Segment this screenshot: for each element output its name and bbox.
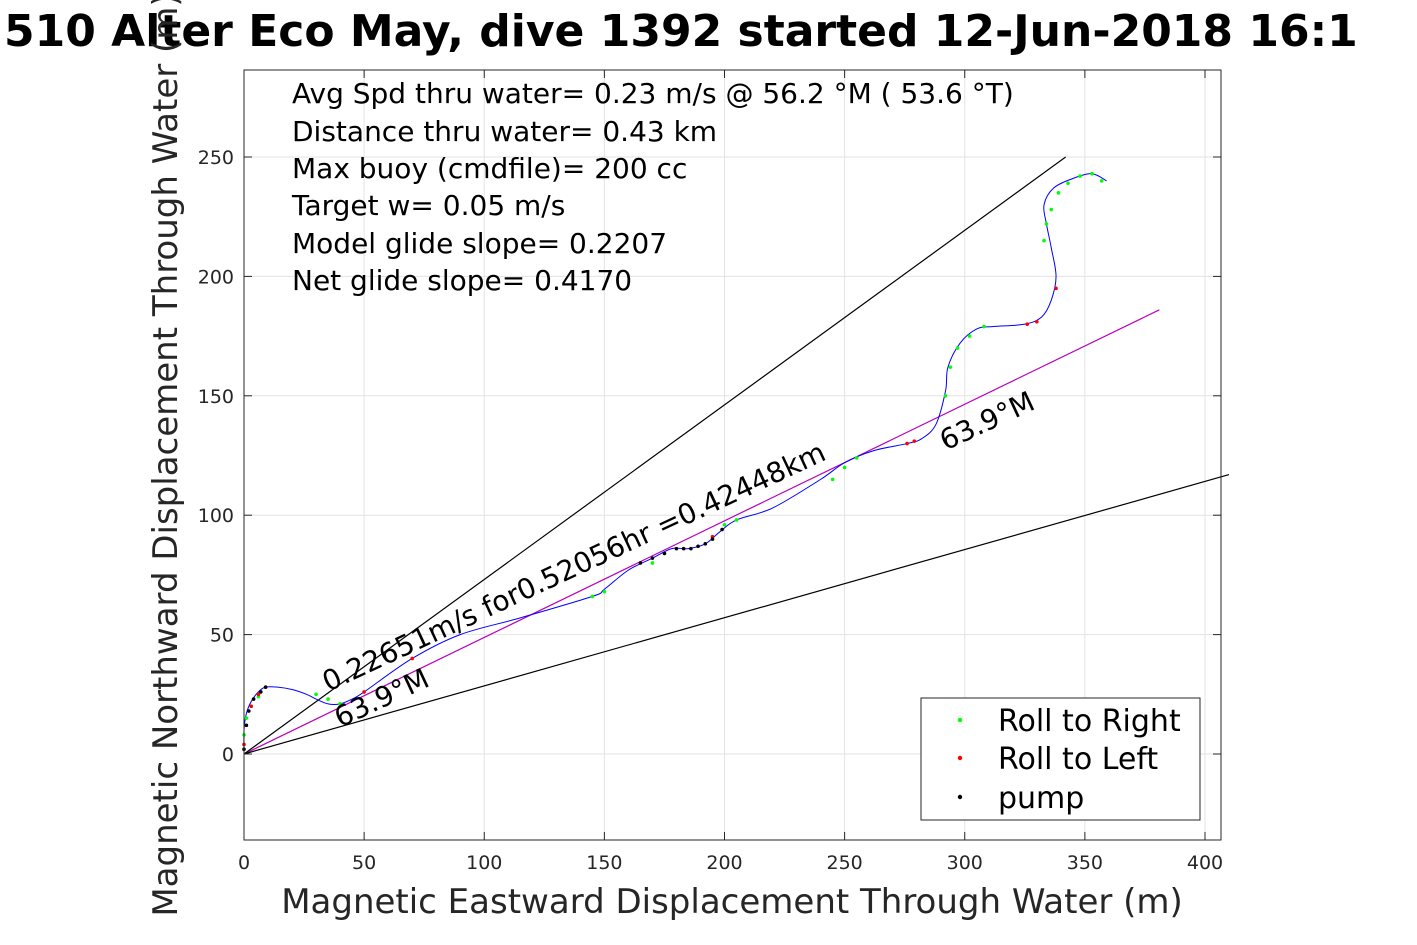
track-series (243, 173, 1107, 755)
marker-roll-to-left (1054, 286, 1058, 291)
marker-roll-to-right (1090, 171, 1094, 176)
info-box: Avg Spd thru water= 0.23 m/s @ 56.2 °M (… (291, 77, 1014, 297)
marker-pump (662, 551, 667, 556)
marker-series (242, 171, 1104, 752)
legend-label-roll-left: Roll to Left (998, 742, 1158, 777)
info-line-target-w: Target w= 0.05 m/s (291, 189, 565, 222)
legend: Roll to Right Roll to Left pump (920, 697, 1201, 821)
legend-marker-roll-right (957, 717, 963, 723)
marker-roll-to-left (1025, 322, 1030, 326)
x-tick-label: 350 (1067, 852, 1103, 874)
marker-roll-to-right (722, 522, 727, 527)
marker-pump (251, 697, 256, 701)
marker-roll-to-right (1042, 238, 1046, 243)
marker-pump (247, 709, 251, 713)
marker-roll-to-right (338, 702, 342, 706)
reference-lines (243, 156, 1230, 755)
line-lower-bound (243, 474, 1230, 755)
marker-pump (710, 537, 715, 541)
marker-roll-to-left (1035, 319, 1039, 324)
marker-roll-to-left (410, 656, 414, 661)
info-line-model-slope: Model glide slope= 0.2207 (292, 227, 667, 260)
marker-roll-to-right (1044, 222, 1049, 226)
plot-frame (243, 69, 1222, 841)
marker-roll-to-right (314, 692, 318, 697)
marker-pump (689, 546, 693, 551)
y-tick-label: 100 (198, 505, 234, 527)
x-tick-label: 50 (352, 852, 376, 874)
legend-label-pump: pump (998, 781, 1084, 816)
ticks: 0 50 100 150 200 250 300 350 400 0 50 100 150 200 250 (198, 70, 1223, 874)
marker-roll-to-right (244, 716, 249, 720)
chart-title: 510 Alter Eco May, dive 1392 started 12-… (4, 6, 1358, 57)
marker-roll-to-left (256, 692, 261, 697)
marker-pump (674, 546, 679, 551)
x-tick-label: 300 (947, 852, 983, 874)
x-tick-label: 400 (1187, 852, 1223, 874)
x-tick-label: 150 (586, 852, 622, 874)
marker-roll-to-right (830, 477, 835, 482)
marker-pump (703, 542, 708, 546)
marker-pump (638, 561, 643, 565)
legend-box (920, 697, 1201, 821)
marker-pump (650, 556, 655, 560)
x-tick-label: 250 (826, 852, 862, 874)
marker-roll-to-right (650, 561, 655, 565)
y-axis-label: Magnetic Northward Displacement Through … (146, 0, 186, 917)
y-tick-label: 250 (198, 147, 234, 169)
marker-roll-to-right (955, 346, 960, 350)
marker-pump (696, 544, 700, 549)
marker-roll-to-right (602, 589, 607, 594)
info-line-net-slope: Net glide slope= 0.4170 (292, 264, 632, 297)
marker-roll-to-right (854, 456, 859, 460)
series-track (243, 173, 1107, 755)
marker-roll-to-left (249, 704, 254, 709)
x-tick-label: 100 (466, 852, 502, 874)
marker-roll-to-right (1056, 191, 1061, 195)
marker-roll-to-right (1049, 207, 1054, 212)
marker-roll-to-right (967, 334, 972, 338)
marker-pump (263, 685, 268, 689)
marker-pump (259, 690, 263, 694)
marker-roll-to-right (1066, 181, 1070, 186)
y-tick-label: 0 (222, 744, 234, 766)
marker-pump (244, 723, 249, 728)
marker-roll-to-left (905, 441, 909, 446)
marker-roll-to-right (734, 518, 739, 522)
x-tick-label: 200 (706, 852, 742, 874)
marker-roll-to-right (943, 394, 948, 398)
marker-roll-to-right (1078, 174, 1082, 178)
marker-roll-to-right (842, 465, 847, 470)
legend-marker-pump (957, 794, 963, 800)
marker-roll-to-right (326, 697, 330, 701)
marker-pump (720, 527, 724, 532)
info-line-avg-speed: Avg Spd thru water= 0.23 m/s @ 56.2 °M (… (292, 77, 1014, 110)
marker-roll-to-left (362, 690, 366, 694)
x-tick-label: 0 (238, 852, 250, 874)
legend-marker-roll-left (957, 755, 963, 761)
marker-roll-to-right (948, 365, 953, 369)
marker-pump (681, 546, 686, 551)
info-line-max-buoy: Max buoy (cmdfile)= 200 cc (292, 152, 687, 185)
legend-label-roll-right: Roll to Right (998, 704, 1181, 739)
line-upper-bound (243, 156, 1067, 755)
x-axis-label: Magnetic Eastward Displacement Through W… (281, 882, 1183, 922)
info-line-distance: Distance thru water= 0.43 km (292, 115, 717, 148)
marker-roll-to-right (982, 324, 986, 329)
line-net-line (243, 309, 1160, 755)
marker-roll-to-left (912, 439, 917, 443)
marker-roll-to-right (1099, 179, 1104, 183)
y-tick-label: 200 (198, 266, 234, 288)
marker-roll-to-right (590, 594, 595, 599)
y-tick-label: 50 (210, 625, 234, 647)
y-tick-label: 150 (198, 386, 234, 408)
